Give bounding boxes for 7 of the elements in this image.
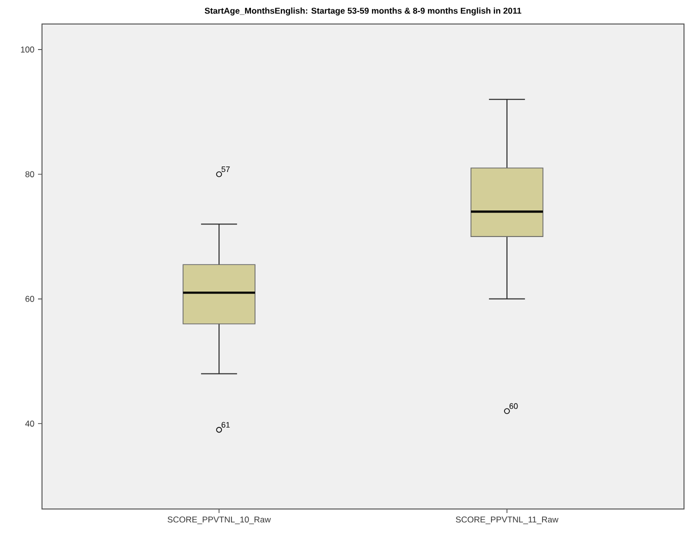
x-tick-label: SCORE_PPVTNL_10_Raw xyxy=(168,516,271,524)
y-tick-label: 60 xyxy=(26,296,34,302)
y-tick-label: 80 xyxy=(25,171,34,178)
x-tick-label: SCORE_PPVTNL_11_Raw xyxy=(456,516,558,524)
y-tick-label: 100 xyxy=(20,46,34,53)
chart-title: StartAge_MonthsEnglish: Startage 53-59 months & 8-9 months English in 2011 xyxy=(204,8,522,16)
y-tick-label: 40 xyxy=(25,420,34,427)
